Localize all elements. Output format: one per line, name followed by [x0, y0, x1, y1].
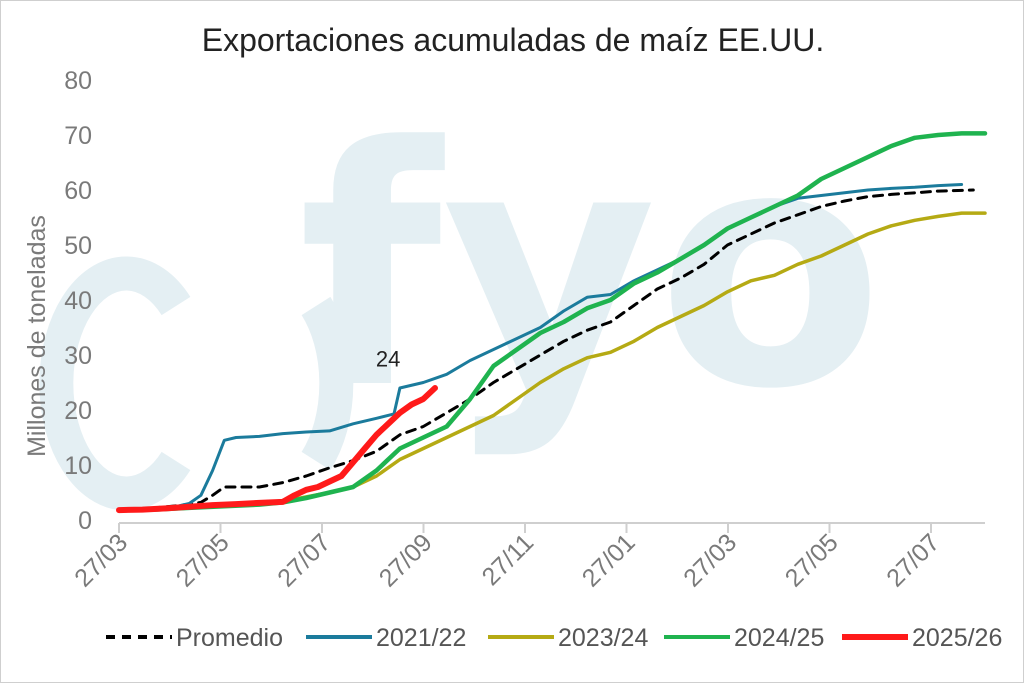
- x-tick-label: 27/11: [477, 528, 540, 591]
- y-tick-label: 70: [64, 122, 92, 150]
- x-tick-label: 27/01: [577, 528, 641, 592]
- legend-label: Promedio: [176, 624, 283, 652]
- x-tick-label: 27/03: [678, 528, 742, 592]
- legend-label: 2024/25: [734, 624, 824, 652]
- watermark-left-arc: [39, 256, 191, 511]
- series-lines: [116, 131, 988, 514]
- x-tick-label: 27/05: [780, 528, 844, 592]
- y-tick-label: 40: [64, 287, 92, 315]
- series-line-2024-25: [116, 131, 988, 513]
- y-tick-label: 50: [64, 232, 92, 260]
- series-line-promedio: [117, 188, 975, 512]
- legend-label: 2021/22: [376, 624, 466, 652]
- y-tick-label: 0: [78, 507, 92, 535]
- fyo-watermark: fyo: [39, 77, 884, 511]
- x-tick-label: 27/05: [171, 528, 235, 592]
- legend-label: 2023/24: [558, 624, 648, 652]
- legend-label: 2025/26: [912, 624, 1002, 652]
- x-tick-label: 27/03: [69, 528, 133, 592]
- x-tick-label: 27/09: [374, 528, 438, 592]
- watermark-right-arc: [301, 296, 354, 471]
- y-axis-label: Millones de toneladas: [23, 215, 51, 457]
- y-tick-label: 10: [64, 452, 92, 480]
- x-tick-label: 27/07: [272, 528, 336, 592]
- annotation-label: 24: [376, 346, 400, 371]
- chart-title: Exportaciones acumuladas de maíz EE.UU.: [202, 22, 825, 58]
- y-tick-label: 80: [64, 67, 92, 95]
- x-tick-label: 27/07: [881, 528, 945, 592]
- y-axis-ticks: 0 10 20 30 40 50 60 70 80: [64, 67, 92, 535]
- series-line-2025-26: [116, 385, 438, 514]
- y-tick-label: 20: [64, 397, 92, 425]
- series-line-2021-22: [117, 183, 964, 512]
- y-tick-label: 60: [64, 177, 92, 205]
- y-tick-label: 30: [64, 342, 92, 370]
- legend: Promedio 2021/22 2023/24 2024/25 2025/26: [106, 624, 1002, 652]
- watermark-text: fyo: [298, 77, 883, 461]
- x-axis: 27/03 27/05 27/07 27/09 27/11 27/01 27/03 27/05…: [69, 522, 985, 592]
